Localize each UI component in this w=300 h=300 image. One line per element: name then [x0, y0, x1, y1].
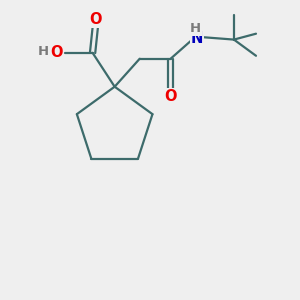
Text: H: H [38, 45, 49, 58]
Text: N: N [191, 32, 203, 46]
Text: H: H [190, 22, 201, 35]
Text: O: O [164, 88, 177, 104]
Text: O: O [89, 12, 102, 27]
Text: O: O [50, 45, 63, 60]
